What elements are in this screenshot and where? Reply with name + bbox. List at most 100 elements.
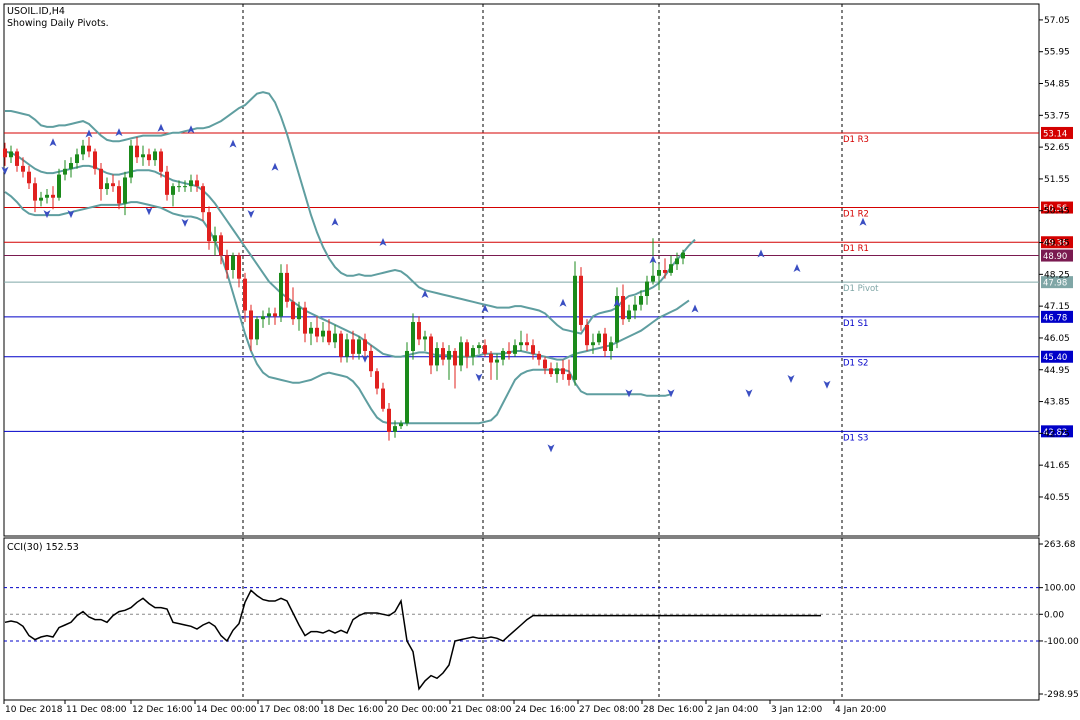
bullish-candle xyxy=(231,255,235,270)
bullish-candle xyxy=(495,359,499,363)
fractal-up-arrow xyxy=(379,237,387,246)
bullish-candle xyxy=(681,252,685,259)
bearish-candle xyxy=(483,345,487,354)
bearish-candle xyxy=(15,151,19,166)
price-tick-label: 55.95 xyxy=(1044,48,1070,58)
bollinger-upper-band xyxy=(5,91,696,335)
bullish-candle xyxy=(609,342,613,351)
fractal-down-arrow xyxy=(787,374,795,383)
bearish-candle xyxy=(207,212,211,242)
bullish-candle xyxy=(573,275,577,380)
bearish-candle xyxy=(285,272,289,302)
bullish-candle xyxy=(321,330,325,337)
cci-axis: 263.68 100.00 0.00 -100.00 -298.95 xyxy=(1039,540,1079,700)
bullish-candle xyxy=(645,281,649,297)
bullish-candle xyxy=(123,177,127,204)
bullish-candle xyxy=(393,426,397,432)
bollinger-lower-band xyxy=(4,191,672,425)
bullish-candle xyxy=(651,275,655,282)
bullish-candle xyxy=(261,316,265,320)
bearish-candle xyxy=(375,371,379,389)
fractal-up-arrow xyxy=(691,304,699,313)
bearish-candle xyxy=(663,270,667,273)
price-tag xyxy=(1041,249,1073,262)
price-tag-value: 47.98 xyxy=(1043,279,1067,289)
fractal-up-arrow xyxy=(187,125,195,134)
bearish-candle xyxy=(531,345,535,354)
bearish-candle xyxy=(291,301,295,320)
fractal-up-arrow xyxy=(793,264,801,272)
fractal-up-arrow xyxy=(157,123,165,132)
fractal-down-arrow xyxy=(1,166,9,175)
price-tag xyxy=(1041,126,1073,139)
bullish-candle xyxy=(105,183,109,190)
price-tag-value: 46.78 xyxy=(1043,313,1067,323)
bearish-candle xyxy=(273,313,277,317)
bearish-candle xyxy=(525,342,529,346)
cci-levels xyxy=(4,538,1039,700)
fractal-up-arrow xyxy=(559,298,567,307)
bullish-candle xyxy=(153,151,157,161)
bearish-candle xyxy=(579,275,583,325)
time-tick-label: 2 Jan 04:00 xyxy=(707,705,759,715)
bullish-candle xyxy=(309,327,313,334)
time-tick-label: 20 Dec 00:00 xyxy=(387,705,448,715)
bullish-candle xyxy=(75,154,79,164)
bearish-candle xyxy=(621,296,625,320)
bullish-candle xyxy=(171,186,175,195)
price-axis: 57.05 55.95 54.85 53.75 52.65 51.55 50.45 49.35… xyxy=(1039,16,1070,503)
bullish-candle xyxy=(669,264,673,273)
bearish-candle xyxy=(93,151,97,169)
bullish-candle xyxy=(141,154,145,158)
price-tick-label: 41.65 xyxy=(1044,461,1070,471)
fractal-down-arrow xyxy=(145,207,153,216)
bearish-candle xyxy=(387,408,391,432)
bearish-candle xyxy=(195,180,199,187)
bullish-candle xyxy=(333,333,337,343)
price-tick-label: 43.85 xyxy=(1044,398,1070,408)
pivot-label: D1 R3 xyxy=(843,135,869,145)
bearish-candle xyxy=(327,330,331,343)
cci-tick-label: -298.95 xyxy=(1044,690,1079,700)
cci-tick-label: 263.68 xyxy=(1044,540,1076,550)
fractal-down-arrow xyxy=(361,354,369,363)
price-tag xyxy=(1041,201,1073,214)
bullish-candle xyxy=(459,342,463,366)
price-tick-label: 48.25 xyxy=(1044,270,1070,280)
price-tick-label: 53.75 xyxy=(1044,111,1070,121)
fractal-down-arrow xyxy=(547,444,555,453)
price-tag-value: 49.36 xyxy=(1043,239,1067,249)
cci-title: CCI(30) 152.53 xyxy=(7,542,79,553)
bearish-candle xyxy=(243,278,247,311)
bearish-candle xyxy=(549,368,553,375)
bearish-candle xyxy=(165,171,169,195)
bearish-candle xyxy=(3,148,7,158)
bullish-candle xyxy=(615,296,619,343)
bearish-candle xyxy=(543,359,547,369)
fractal-markers xyxy=(1,123,867,453)
bullish-candle xyxy=(81,145,85,155)
bearish-candle xyxy=(585,324,589,346)
bearish-candle xyxy=(21,165,25,172)
time-tick-label: 18 Dec 16:00 xyxy=(323,705,384,715)
bullish-candle xyxy=(177,186,181,188)
bearish-candle xyxy=(117,186,121,204)
bullish-candle xyxy=(279,272,283,317)
cci-panel[interactable]: 263.68 100.00 0.00 -100.00 -298.95 CCI(30) 1… xyxy=(3,537,1079,701)
price-tick-label: 52.65 xyxy=(1044,143,1070,153)
bearish-candle xyxy=(603,333,607,351)
price-tag xyxy=(1041,310,1073,323)
price-panel[interactable]: D1 R3 53.14 D1 R2 50.56 D1 R1 49.36 48.90 D1 Pi… xyxy=(1,3,1074,537)
bullish-candle xyxy=(435,348,439,366)
time-tick-label: 28 Dec 16:00 xyxy=(643,705,704,715)
bullish-candle xyxy=(405,350,409,424)
bearish-candle xyxy=(363,339,367,351)
pivot-label: D1 Pivot xyxy=(843,284,879,294)
bearish-candle xyxy=(237,255,241,279)
bullish-candle xyxy=(297,307,301,320)
bullish-candle xyxy=(213,235,217,242)
time-axis: 10 Dec 2018 11 Dec 08:00 12 Dec 16:00 14 De… xyxy=(3,700,887,715)
fractal-down-arrow xyxy=(745,389,753,398)
time-tick-label: 17 Dec 08:00 xyxy=(259,705,320,715)
